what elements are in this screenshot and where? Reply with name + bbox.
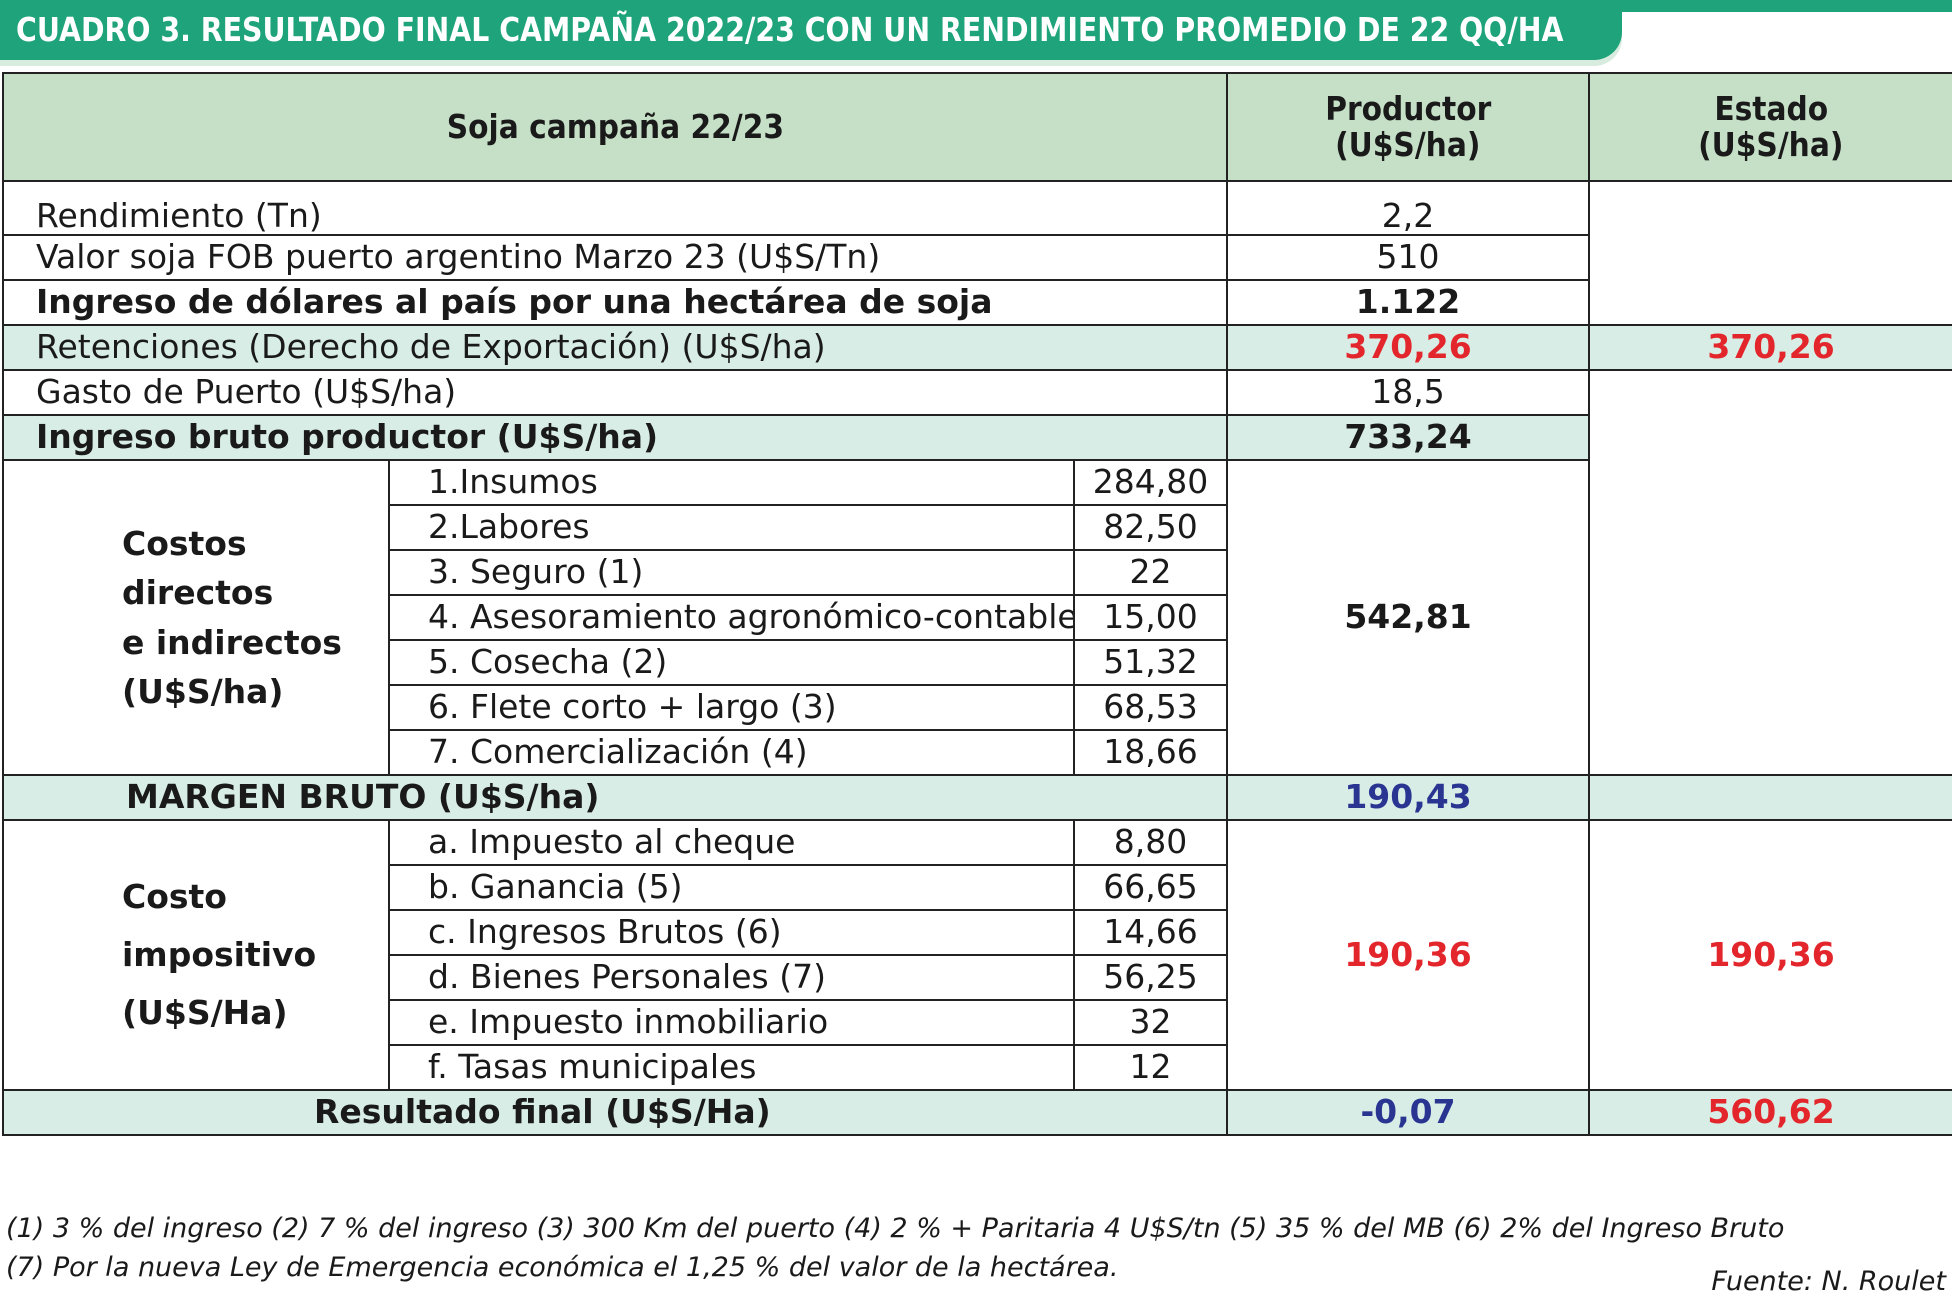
value-retenciones-estado: 370,26: [1588, 324, 1952, 371]
footnote-line: (1) 3 % del ingreso (2) 7 % del ingreso …: [6, 1213, 1785, 1244]
results-table: Soja campaña 22/23 Productor (U$S/ha) Est…: [2, 72, 1952, 1136]
header-row: Soja campaña 22/23 Productor (U$S/ha) Est…: [2, 72, 1952, 182]
row-label-margen-bruto: MARGEN BRUTO (U$S/ha): [2, 774, 1228, 821]
table-row: 5. Cosecha (2) 51,32: [3, 639, 1952, 686]
value-rendimiento: 2,2: [1226, 180, 1590, 236]
tax-item-value: 66,65: [1073, 864, 1228, 911]
estado-empty-cell: [1588, 180, 1952, 326]
table-row: 6. Flete corto + largo (3) 68,53: [3, 684, 1952, 731]
costos-group-label: Costos directos e indirectos (U$S/ha): [2, 459, 390, 776]
table-row: Rendimiento (Tn) 2,2: [2, 180, 1952, 326]
value-margen-bruto: 190,43: [1226, 774, 1590, 821]
header-productor: Productor (U$S/ha): [1226, 72, 1590, 182]
value-gasto-puerto: 18,5: [1226, 369, 1590, 416]
row-label-gasto-puerto: Gasto de Puerto (U$S/ha): [2, 369, 1228, 416]
value-ingreso-dolares: 1.122: [1226, 279, 1590, 326]
table-row: Costo impositivo (U$S/Ha) a. Impuesto al c…: [2, 819, 1952, 1091]
tax-item-value: 32: [1073, 999, 1228, 1046]
tax-item-label: d. Bienes Personales (7): [388, 954, 1075, 1001]
tax-item-label: f. Tasas municipales: [388, 1044, 1075, 1091]
table-row: d. Bienes Personales (7) 56,25: [3, 954, 1952, 1001]
table-row: Ingreso de dólares al país por una hectá…: [2, 279, 1952, 326]
tax-item-label: e. Impuesto inmobiliario: [388, 999, 1075, 1046]
cost-item-label: 4. Asesoramiento agronómico-contable: [388, 594, 1075, 641]
title-rule: [1622, 0, 1952, 12]
table-row: 7. Comercialización (4) 18,66: [3, 729, 1952, 776]
tax-item-value: 56,25: [1073, 954, 1228, 1001]
table-row: 4. Asesoramiento agronómico-contable 15,…: [3, 594, 1952, 641]
table-title: CUADRO 3. RESULTADO FINAL CAMPAÑA 2022/2…: [16, 10, 1564, 49]
table-row: c. Ingresos Brutos (6) 14,66: [3, 909, 1952, 956]
table-row: f. Tasas municipales 12: [3, 1044, 1952, 1091]
table-row: MARGEN BRUTO (U$S/ha) 190,43: [2, 774, 1952, 821]
footnote-line: (7) Por la nueva Ley de Emergencia econó…: [6, 1252, 1119, 1283]
row-label-resultado: Resultado final (U$S/Ha): [2, 1089, 1228, 1136]
header-estado: Estado (U$S/ha): [1588, 72, 1952, 182]
cost-item-value: 68,53: [1073, 684, 1228, 731]
cost-item-value: 22: [1073, 549, 1228, 596]
cost-item-label: 7. Comercialización (4): [388, 729, 1075, 776]
cost-item-label: 1.Insumos: [388, 459, 1075, 506]
cost-item-value: 15,00: [1073, 594, 1228, 641]
tax-item-value: 12: [1073, 1044, 1228, 1091]
tax-item-label: b. Ganancia (5): [388, 864, 1075, 911]
table-row: Costos directos e indirectos (U$S/ha) 1.In…: [2, 459, 1952, 776]
value-valor-fob: 510: [1226, 234, 1590, 281]
tax-item-label: a. Impuesto al cheque: [388, 819, 1075, 866]
cost-item-label: 5. Cosecha (2): [388, 639, 1075, 686]
value-retenciones-productor: 370,26: [1226, 324, 1590, 371]
cost-item-label: 6. Flete corto + largo (3): [388, 684, 1075, 731]
footnotes: (1) 3 % del ingreso (2) 7 % del ingreso …: [6, 1209, 1784, 1287]
table-row: 2.Labores 82,50: [3, 504, 1952, 551]
value-ingreso-bruto: 733,24: [1226, 414, 1590, 461]
tax-item-label: c. Ingresos Brutos (6): [388, 909, 1075, 956]
value-resultado-estado: 560,62: [1588, 1089, 1952, 1136]
table-row: Valor soja FOB puerto argentino Marzo 23…: [2, 234, 1952, 281]
row-label-ingreso-bruto: Ingreso bruto productor (U$S/ha): [2, 414, 1228, 461]
header-concept: Soja campaña 22/23: [2, 72, 1228, 182]
cost-item-value: 18,66: [1073, 729, 1228, 776]
estado-empty-cell: [1588, 369, 1952, 776]
costos-total: 542,81: [1226, 459, 1590, 776]
tax-item-value: 14,66: [1073, 909, 1228, 956]
row-label-valor-fob: Valor soja FOB puerto argentino Marzo 23…: [2, 234, 1228, 281]
cost-item-label: 3. Seguro (1): [388, 549, 1075, 596]
row-label-retenciones: Retenciones (Derecho de Exportación) (U$…: [2, 324, 1228, 371]
cost-item-value: 82,50: [1073, 504, 1228, 551]
table-row: Gasto de Puerto (U$S/ha) 18,5: [2, 369, 1952, 776]
table-row: b. Ganancia (5) 66,65: [3, 864, 1952, 911]
cost-item-value: 284,80: [1073, 459, 1228, 506]
cost-item-value: 51,32: [1073, 639, 1228, 686]
cost-item-label: 2.Labores: [388, 504, 1075, 551]
estado-empty-cell: [1588, 774, 1952, 821]
row-label-rendimiento: Rendimiento (Tn): [2, 180, 1228, 236]
impositivo-group-label: Costo impositivo (U$S/Ha): [2, 819, 390, 1091]
value-resultado-productor: -0,07: [1226, 1089, 1590, 1136]
table-row: Retenciones (Derecho de Exportación) (U$…: [2, 324, 1952, 371]
table-row: e. Impuesto inmobiliario 32: [3, 999, 1952, 1046]
tax-item-value: 8,80: [1073, 819, 1228, 866]
table-title-banner: CUADRO 3. RESULTADO FINAL CAMPAÑA 2022/2…: [0, 0, 1622, 60]
row-label-ingreso-dolares: Ingreso de dólares al país por una hectá…: [2, 279, 1228, 326]
table-row: Resultado final (U$S/Ha) -0,07 560,62: [2, 1089, 1952, 1136]
impositivo-productor: 190,36: [1226, 819, 1590, 1091]
impositivo-estado: 190,36: [1588, 819, 1952, 1091]
source-credit: Fuente: N. Roulet: [1711, 1266, 1946, 1297]
table-row: 3. Seguro (1) 22: [3, 549, 1952, 596]
